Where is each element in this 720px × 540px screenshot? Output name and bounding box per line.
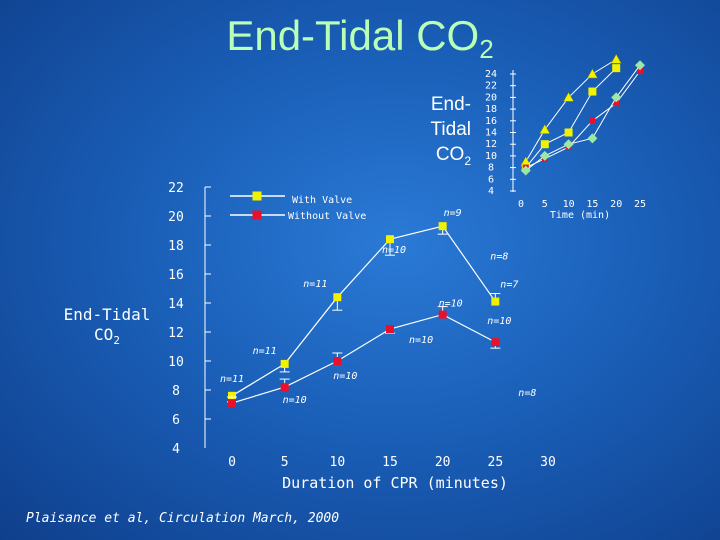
main-y-tick-label: 10 <box>168 355 184 370</box>
inset-y-axis-label: End- Tidal CO2 <box>430 94 471 168</box>
inset-data-point-with-valve-triangles <box>586 68 598 79</box>
inset-series-line-with-valve-squares <box>525 67 617 168</box>
inset-x-tick-label: 15 <box>586 199 598 210</box>
main-x-tick-label: 20 <box>435 455 451 470</box>
inset-x-tick-label: 5 <box>542 199 548 210</box>
inset-data-point-with-valve-squares <box>564 128 573 137</box>
main-data-point-without-valve <box>333 357 342 365</box>
main-n-label: n=8 <box>518 388 536 399</box>
inset-series-line-without-valve-b <box>525 64 641 171</box>
slide-title: End-Tidal CO2 <box>226 12 494 64</box>
main-x-tick-label: 5 <box>281 455 289 470</box>
main-n-label: n=10 <box>439 299 463 310</box>
main-y-tick-label: 22 <box>168 181 184 196</box>
main-n-label: n=11 <box>303 279 327 290</box>
main-data-point-with-valve <box>438 222 447 231</box>
main-n-label: n=11 <box>220 374 244 385</box>
main-y-tick-label: 4 <box>172 442 180 457</box>
main-n-label: n=7 <box>500 280 518 291</box>
inset-y-tick-label: 22 <box>485 81 497 92</box>
main-x-tick-label: 10 <box>330 455 346 470</box>
inset-y-tick-label: 4 <box>488 186 494 197</box>
main-data-point-with-valve <box>228 391 236 400</box>
inset-data-point-without-valve-a <box>637 68 643 75</box>
inset-x-tick-label: 20 <box>610 199 622 210</box>
main-y-tick-label: 18 <box>168 239 184 254</box>
inset-y-tick-label: 16 <box>485 116 497 127</box>
inset-data-point-without-valve-b <box>563 139 574 150</box>
inset-x-tick-label: 0 <box>518 199 524 210</box>
main-x-axis-label: Duration of CPR (minutes) <box>282 474 508 492</box>
main-y-tick-label: 6 <box>172 413 180 428</box>
inset-data-point-with-valve-squares <box>612 64 621 73</box>
inset-data-point-with-valve-squares <box>588 87 597 96</box>
legend-marker-with-valve <box>252 191 262 201</box>
main-data-point-with-valve <box>280 359 289 368</box>
legend-marker-without-valve <box>252 210 262 220</box>
main-n-label: n=10 <box>487 316 511 327</box>
inset-y-tick-label: 20 <box>485 92 497 103</box>
inset-y-tick-label: 14 <box>485 128 497 139</box>
main-x-tick-label: 25 <box>488 455 504 470</box>
inset-y-tick-label: 6 <box>488 174 494 185</box>
legend-label-with-valve: With Valve <box>292 195 352 206</box>
inset-x-tick-label: 10 <box>563 199 575 210</box>
inset-data-point-without-valve-b <box>611 92 622 103</box>
main-n-label: n=10 <box>409 335 433 346</box>
inset-y-tick-label: 8 <box>488 163 494 174</box>
inset-data-point-with-valve-triangles <box>539 124 551 134</box>
main-y-tick-label: 8 <box>172 384 180 399</box>
inset-x-tick-label: 25 <box>634 199 646 210</box>
main-data-point-without-valve <box>228 399 236 408</box>
main-n-label: n=9 <box>444 208 462 219</box>
inset-data-point-without-valve-b <box>539 150 550 161</box>
legend-label-without-valve: Without Valve <box>288 211 366 222</box>
main-x-tick-label: 0 <box>228 455 236 470</box>
main-x-tick-label: 30 <box>540 455 556 470</box>
inset-data-point-with-valve-triangles <box>563 91 575 102</box>
main-data-point-without-valve <box>280 383 289 392</box>
inset-data-point-without-valve-b <box>520 165 531 176</box>
main-data-point-without-valve <box>438 310 447 319</box>
main-data-point-with-valve <box>386 235 394 244</box>
inset-y-tick-label: 12 <box>485 139 497 150</box>
main-n-label: n=10 <box>382 245 406 256</box>
inset-data-point-without-valve-a <box>589 117 596 124</box>
main-data-point-without-valve <box>491 338 500 347</box>
inset-data-point-without-valve-a <box>613 100 620 107</box>
main-data-point-with-valve <box>491 297 500 306</box>
main-y-axis-label: End-Tidal CO2 <box>63 305 151 348</box>
main-y-tick-label: 16 <box>168 268 184 283</box>
main-data-point-without-valve <box>386 325 394 334</box>
main-series-line-without-valve <box>231 313 496 404</box>
main-n-label: n=10 <box>283 395 307 406</box>
main-y-tick-label: 12 <box>168 326 184 341</box>
inset-y-tick-label: 10 <box>485 151 497 162</box>
main-data-point-with-valve <box>333 293 342 302</box>
citation: Plaisance et al, Circulation March, 2000 <box>26 511 340 526</box>
main-x-tick-label: 15 <box>382 455 398 470</box>
inset-data-point-without-valve-b <box>635 60 645 71</box>
inset-x-axis-label: Time (min) <box>550 210 610 221</box>
inset-y-tick-label: 18 <box>485 104 497 115</box>
main-n-label: n=8 <box>490 252 508 263</box>
inset-y-tick-label: 24 <box>485 69 497 80</box>
main-y-tick-label: 20 <box>168 210 184 225</box>
main-n-label: n=11 <box>253 346 277 357</box>
inset-data-point-with-valve-triangles <box>610 53 622 64</box>
main-y-tick-label: 14 <box>168 297 184 312</box>
inset-data-point-with-valve-squares <box>540 140 549 149</box>
inset-data-point-without-valve-b <box>587 133 598 144</box>
main-n-label: n=10 <box>333 371 357 382</box>
main-series-line-with-valve <box>231 225 496 397</box>
